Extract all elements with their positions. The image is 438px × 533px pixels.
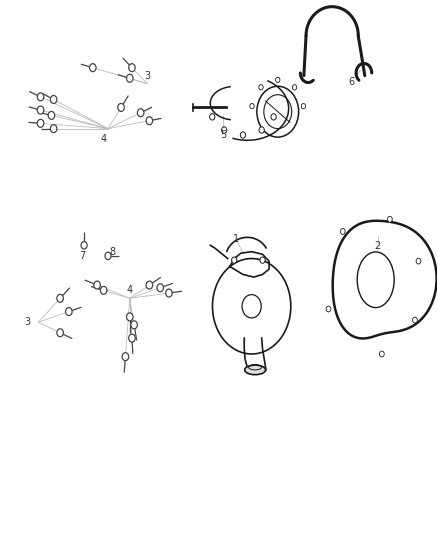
- Circle shape: [157, 284, 163, 292]
- Circle shape: [105, 252, 111, 260]
- Circle shape: [259, 127, 264, 133]
- Circle shape: [301, 103, 306, 109]
- Circle shape: [326, 306, 331, 312]
- Circle shape: [222, 127, 227, 133]
- Text: 8: 8: [110, 247, 116, 257]
- Circle shape: [37, 106, 44, 114]
- Text: 6: 6: [349, 77, 355, 87]
- Circle shape: [276, 77, 280, 83]
- Circle shape: [271, 114, 276, 120]
- Text: 3: 3: [144, 70, 150, 80]
- Circle shape: [37, 93, 44, 101]
- Circle shape: [127, 74, 133, 82]
- Circle shape: [146, 281, 152, 289]
- Circle shape: [210, 114, 215, 120]
- Circle shape: [89, 63, 96, 71]
- Circle shape: [81, 241, 87, 249]
- Text: 1: 1: [233, 234, 240, 244]
- Circle shape: [138, 109, 144, 117]
- Circle shape: [37, 119, 44, 127]
- Circle shape: [413, 317, 417, 323]
- Circle shape: [57, 294, 64, 302]
- Circle shape: [259, 85, 263, 90]
- Circle shape: [388, 216, 392, 222]
- Text: 7: 7: [79, 251, 85, 261]
- Circle shape: [416, 258, 421, 264]
- Text: 4: 4: [127, 285, 133, 295]
- Circle shape: [118, 103, 124, 111]
- Circle shape: [94, 281, 100, 289]
- Ellipse shape: [245, 365, 265, 375]
- Circle shape: [66, 308, 72, 316]
- Circle shape: [129, 63, 135, 71]
- Circle shape: [57, 329, 64, 337]
- Circle shape: [232, 257, 237, 263]
- Circle shape: [127, 313, 133, 321]
- Circle shape: [122, 353, 129, 361]
- Circle shape: [166, 289, 172, 297]
- Circle shape: [260, 257, 265, 263]
- Circle shape: [131, 321, 138, 329]
- Text: 5: 5: [220, 130, 226, 140]
- Circle shape: [340, 229, 345, 235]
- Circle shape: [240, 132, 246, 138]
- Text: 2: 2: [375, 241, 381, 252]
- Circle shape: [50, 95, 57, 103]
- Circle shape: [146, 117, 152, 125]
- Circle shape: [250, 103, 254, 109]
- Text: 3: 3: [25, 317, 31, 327]
- Circle shape: [379, 351, 384, 357]
- Text: 4: 4: [101, 134, 107, 144]
- Circle shape: [50, 125, 57, 133]
- Circle shape: [129, 334, 135, 342]
- Circle shape: [100, 286, 107, 294]
- Circle shape: [292, 85, 297, 90]
- Circle shape: [48, 111, 55, 119]
